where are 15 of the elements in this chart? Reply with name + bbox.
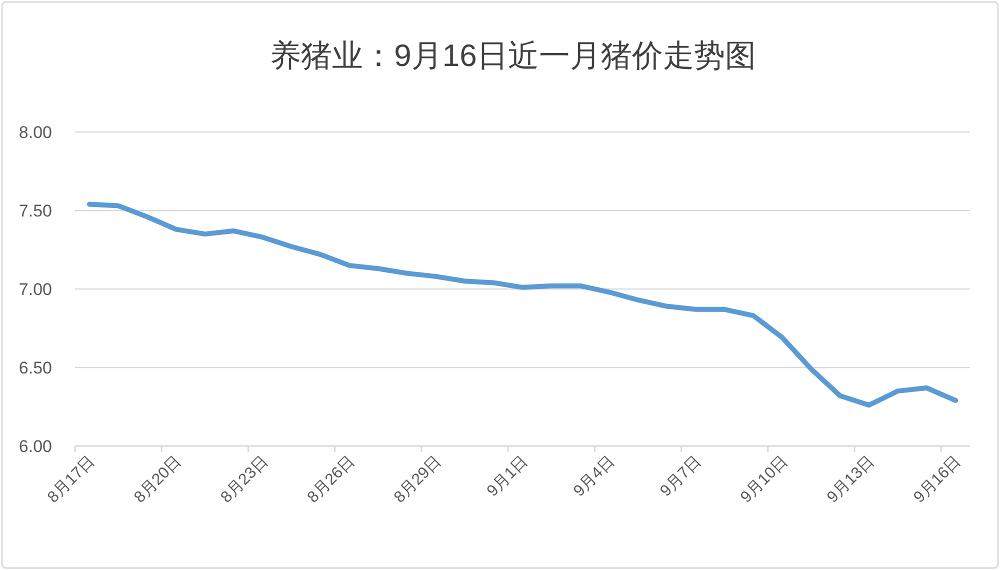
y-tick-label: 6.50	[18, 358, 52, 378]
y-tick-label: 8.00	[18, 123, 52, 142]
x-tick-label: 8月20日	[131, 452, 185, 506]
x-tick-label: 9月16日	[910, 452, 964, 506]
x-tick-label: 9月1日	[484, 452, 532, 500]
x-tick-label: 9月10日	[738, 452, 792, 506]
x-tick-label: 9月7日	[657, 452, 705, 500]
title: 养猪业：9月16日近一月猪价走势图	[270, 38, 756, 73]
y-tick-label: 7.50	[18, 202, 52, 220]
x-tick-label: 9月13日	[824, 452, 878, 506]
x-tick-label: 8月23日	[218, 452, 272, 506]
x-tick-label: 8月26日	[304, 452, 358, 506]
y-tick-label: 7.00	[18, 280, 52, 299]
x-tick-label: 9月4日	[570, 452, 618, 500]
x-tick-label: 8月29日	[391, 452, 445, 506]
